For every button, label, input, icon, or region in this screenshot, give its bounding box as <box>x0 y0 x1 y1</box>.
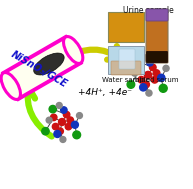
Circle shape <box>77 113 82 119</box>
Circle shape <box>54 130 61 137</box>
Polygon shape <box>3 37 81 99</box>
FancyBboxPatch shape <box>108 12 144 42</box>
Circle shape <box>144 71 152 79</box>
Circle shape <box>153 70 160 76</box>
Circle shape <box>142 55 148 61</box>
Circle shape <box>143 81 149 88</box>
Circle shape <box>58 119 65 125</box>
Circle shape <box>136 67 143 74</box>
Circle shape <box>132 70 138 76</box>
Circle shape <box>63 112 70 118</box>
Circle shape <box>149 64 156 71</box>
Circle shape <box>146 59 153 66</box>
Text: Water sample: Water sample <box>102 77 150 83</box>
Circle shape <box>151 76 158 83</box>
Circle shape <box>140 84 147 91</box>
FancyBboxPatch shape <box>146 51 168 63</box>
FancyBboxPatch shape <box>108 46 144 74</box>
Ellipse shape <box>1 73 20 99</box>
Circle shape <box>61 107 67 113</box>
Circle shape <box>42 128 49 135</box>
Circle shape <box>67 117 74 123</box>
Circle shape <box>56 102 62 108</box>
Circle shape <box>60 136 66 143</box>
Text: NiSnO₃/GCE: NiSnO₃/GCE <box>9 49 69 89</box>
Circle shape <box>52 123 59 130</box>
Circle shape <box>49 105 57 113</box>
FancyBboxPatch shape <box>146 9 168 21</box>
Circle shape <box>146 90 152 96</box>
Circle shape <box>159 84 167 92</box>
Text: +4H⁺, +4e⁻: +4H⁺, +4e⁻ <box>78 88 132 97</box>
Ellipse shape <box>63 36 83 64</box>
Circle shape <box>46 117 52 123</box>
Text: Urine sample: Urine sample <box>123 6 173 15</box>
Ellipse shape <box>34 53 64 75</box>
FancyArrowPatch shape <box>64 46 120 60</box>
Circle shape <box>158 74 165 81</box>
Circle shape <box>135 58 142 66</box>
FancyBboxPatch shape <box>111 61 141 75</box>
FancyBboxPatch shape <box>119 49 135 69</box>
Text: blood serum: blood serum <box>135 77 179 83</box>
Circle shape <box>127 81 135 88</box>
Circle shape <box>57 128 63 134</box>
FancyArrowPatch shape <box>19 88 52 136</box>
Circle shape <box>73 131 81 139</box>
FancyBboxPatch shape <box>146 9 168 63</box>
Circle shape <box>65 123 72 130</box>
Circle shape <box>51 114 57 121</box>
Circle shape <box>71 121 78 128</box>
Circle shape <box>163 65 169 71</box>
Circle shape <box>138 76 145 83</box>
